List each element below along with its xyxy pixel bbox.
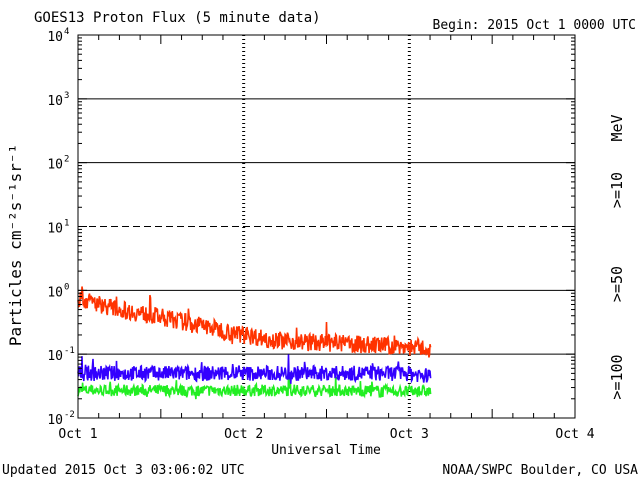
series-line-ge100 (77, 376, 432, 400)
y-tick-label: 10 (47, 349, 63, 364)
x-tick-label: Oct 2 (224, 427, 263, 442)
y-tick-exponent: 2 (64, 155, 69, 165)
x-tick-labels: Oct 1 Oct 2 Oct 3 Oct 4 (58, 427, 594, 442)
series-line-ge10 (77, 286, 432, 358)
plot-frame (77, 34, 576, 419)
grid-lines (78, 35, 575, 418)
y-tick-label: 10 (47, 222, 63, 237)
source-credit: NOAA/SWPC Boulder, CO USA (442, 463, 638, 478)
x-tick-label: Oct 1 (58, 427, 97, 442)
y-tick-exponent: 4 (64, 27, 69, 37)
y-tick-exponent: -2 (64, 410, 75, 420)
legend-mev-unit: MeV (608, 114, 626, 141)
y-tick-label: 10 (47, 30, 63, 45)
x-tick-label: Oct 3 (390, 427, 429, 442)
axis-ticks (78, 34, 575, 419)
y-tick-label: 10 (47, 285, 63, 300)
y-tick-exponent: 1 (64, 219, 69, 229)
x-axis-label: Universal Time (271, 443, 381, 458)
y-tick-exponent: 0 (64, 282, 69, 292)
series-layer (77, 286, 432, 400)
updated-timestamp: Updated 2015 Oct 3 03:06:02 UTC (2, 463, 245, 478)
series-line-ge50 (77, 354, 432, 384)
y-tick-label: 10 (47, 94, 63, 109)
y-tick-label: 10 (47, 158, 63, 173)
y-tick-exponent: 3 (64, 91, 69, 101)
y-tick-label: 10 (47, 413, 63, 428)
y-tick-exponent: -1 (64, 346, 75, 356)
legend-ge10: >=10 (608, 172, 626, 208)
legend-ge100: >=100 (608, 354, 626, 399)
x-tick-label: Oct 4 (555, 427, 594, 442)
legend-ge50: >=50 (608, 266, 626, 302)
begin-time-label: Begin: 2015 Oct 1 0000 UTC (433, 18, 637, 33)
chart-title: GOES13 Proton Flux (5 minute data) (34, 10, 321, 26)
y-axis-label: Particles cm⁻²s⁻¹sr⁻¹ (6, 144, 25, 346)
